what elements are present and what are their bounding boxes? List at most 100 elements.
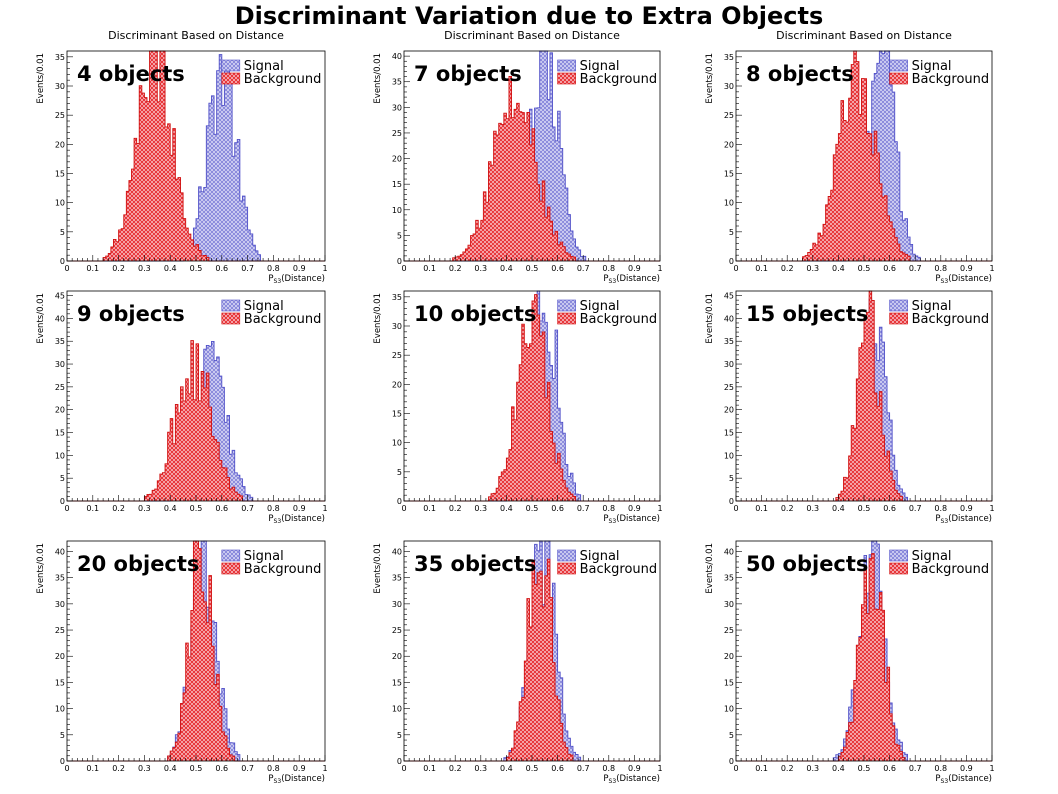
histogram-bin: [508, 449, 512, 501]
y-tick-label: 30: [724, 360, 734, 369]
histogram-bin: [560, 242, 563, 261]
x-tick-label: 0.5: [526, 764, 539, 773]
histogram-bin: [871, 300, 875, 501]
histogram-bin: [154, 51, 158, 261]
histogram-bin: [555, 463, 558, 501]
histogram-bin: [247, 494, 251, 501]
histogram-bin: [572, 752, 576, 761]
histogram-panel-1: Discriminant Based on Distance0510152025…: [36, 29, 328, 285]
histogram-bin: [887, 51, 890, 261]
y-axis-label: Events/0.01: [373, 543, 383, 594]
histogram-bin: [511, 117, 515, 261]
histogram-bin: [226, 748, 230, 761]
x-tick-label: 0.7: [577, 764, 590, 773]
histogram-bin: [180, 703, 184, 761]
histogram-bin: [542, 181, 545, 261]
histogram-bin: [542, 606, 545, 761]
x-tick-label: 0.1: [86, 264, 99, 273]
y-tick-label: 30: [55, 82, 65, 91]
histogram-bin: [188, 393, 192, 501]
x-tick-label: 1: [657, 504, 662, 513]
x-tick-label: 0.4: [500, 504, 513, 513]
histogram-bin: [452, 257, 456, 261]
histogram-bin: [237, 139, 241, 261]
page-title: Discriminant Variation due to Extra Obje…: [234, 2, 824, 30]
y-tick-label: 35: [724, 53, 734, 62]
histogram-bin: [840, 491, 844, 501]
histogram-bin: [907, 256, 911, 261]
x-tick-label: 0.4: [500, 764, 513, 773]
histogram-bin: [537, 184, 540, 261]
object-count-label: 15 objects: [746, 302, 868, 326]
y-tick-label: 20: [392, 380, 402, 389]
y-axis-label: Events/0.01: [36, 53, 46, 104]
x-tick-label: 1: [322, 504, 327, 513]
histogram-bin: [503, 469, 507, 501]
histogram-bin: [853, 51, 857, 261]
histogram-bin: [869, 558, 872, 761]
histogram-bin: [229, 77, 233, 261]
histogram-bin: [874, 393, 877, 501]
histogram-bin: [506, 757, 510, 761]
y-tick-label: 10: [724, 451, 734, 460]
histogram-bin: [578, 494, 581, 501]
histogram-bin: [185, 228, 189, 261]
x-tick-label: 0.8: [934, 504, 947, 513]
histogram-bin: [843, 477, 847, 501]
x-tick-label: 0.7: [241, 764, 254, 773]
histogram-bin: [498, 123, 502, 261]
histogram-bin: [856, 378, 860, 501]
histogram-bin: [201, 255, 204, 261]
y-tick-label: 30: [55, 360, 65, 369]
y-tick-label: 0: [397, 757, 402, 766]
histogram-bin: [887, 667, 890, 761]
x-tick-label: 0.4: [500, 264, 513, 273]
object-count-label: 20 objects: [77, 552, 199, 576]
histogram-bin: [183, 400, 186, 501]
histogram-bin: [838, 133, 842, 261]
x-tick-label: 0.6: [551, 264, 564, 273]
x-tick-label: 0.3: [806, 504, 819, 513]
legend-swatch-signal: [221, 549, 241, 562]
histogram-bin: [544, 397, 548, 501]
x-tick-label: 0.1: [86, 504, 99, 513]
histogram-bin: [226, 477, 230, 501]
histogram-bin: [196, 343, 199, 501]
panel-subtitle: Discriminant Based on Distance: [444, 29, 620, 42]
histogram-bin: [506, 458, 510, 501]
histogram-bin: [239, 201, 243, 261]
histogram-bin: [183, 692, 186, 761]
x-axis-label: PS3(Distance): [935, 274, 992, 285]
histogram-bin: [902, 252, 906, 261]
histogram-bin: [881, 435, 885, 501]
x-tick-label: 0.9: [293, 264, 306, 273]
histogram-bin: [229, 454, 233, 501]
y-tick-label: 25: [55, 383, 65, 392]
y-tick-label: 25: [392, 351, 402, 360]
x-tick-label: 0.8: [934, 264, 947, 273]
histogram-bin: [866, 133, 870, 261]
y-tick-label: 15: [724, 429, 734, 438]
x-axis-label: PS3(Distance): [603, 274, 660, 285]
histogram-bin: [884, 456, 888, 501]
x-tick-label: 0: [733, 504, 738, 513]
histogram-bin: [219, 706, 222, 761]
histogram-bin: [552, 127, 556, 261]
histogram-bin: [185, 378, 189, 501]
histogram-bin: [473, 233, 476, 261]
histogram-bin: [526, 598, 530, 761]
histogram-bin: [478, 228, 481, 261]
histogram-bin: [203, 601, 207, 761]
histogram-bin: [565, 488, 569, 501]
y-tick-label: 10: [55, 705, 65, 714]
histogram-bin: [555, 696, 558, 761]
y-tick-label: 40: [55, 547, 65, 556]
histogram-bin: [224, 708, 228, 761]
x-tick-label: 1: [657, 764, 662, 773]
histogram-bin: [203, 255, 207, 261]
y-tick-label: 5: [397, 468, 402, 477]
histogram-bin: [825, 204, 829, 261]
